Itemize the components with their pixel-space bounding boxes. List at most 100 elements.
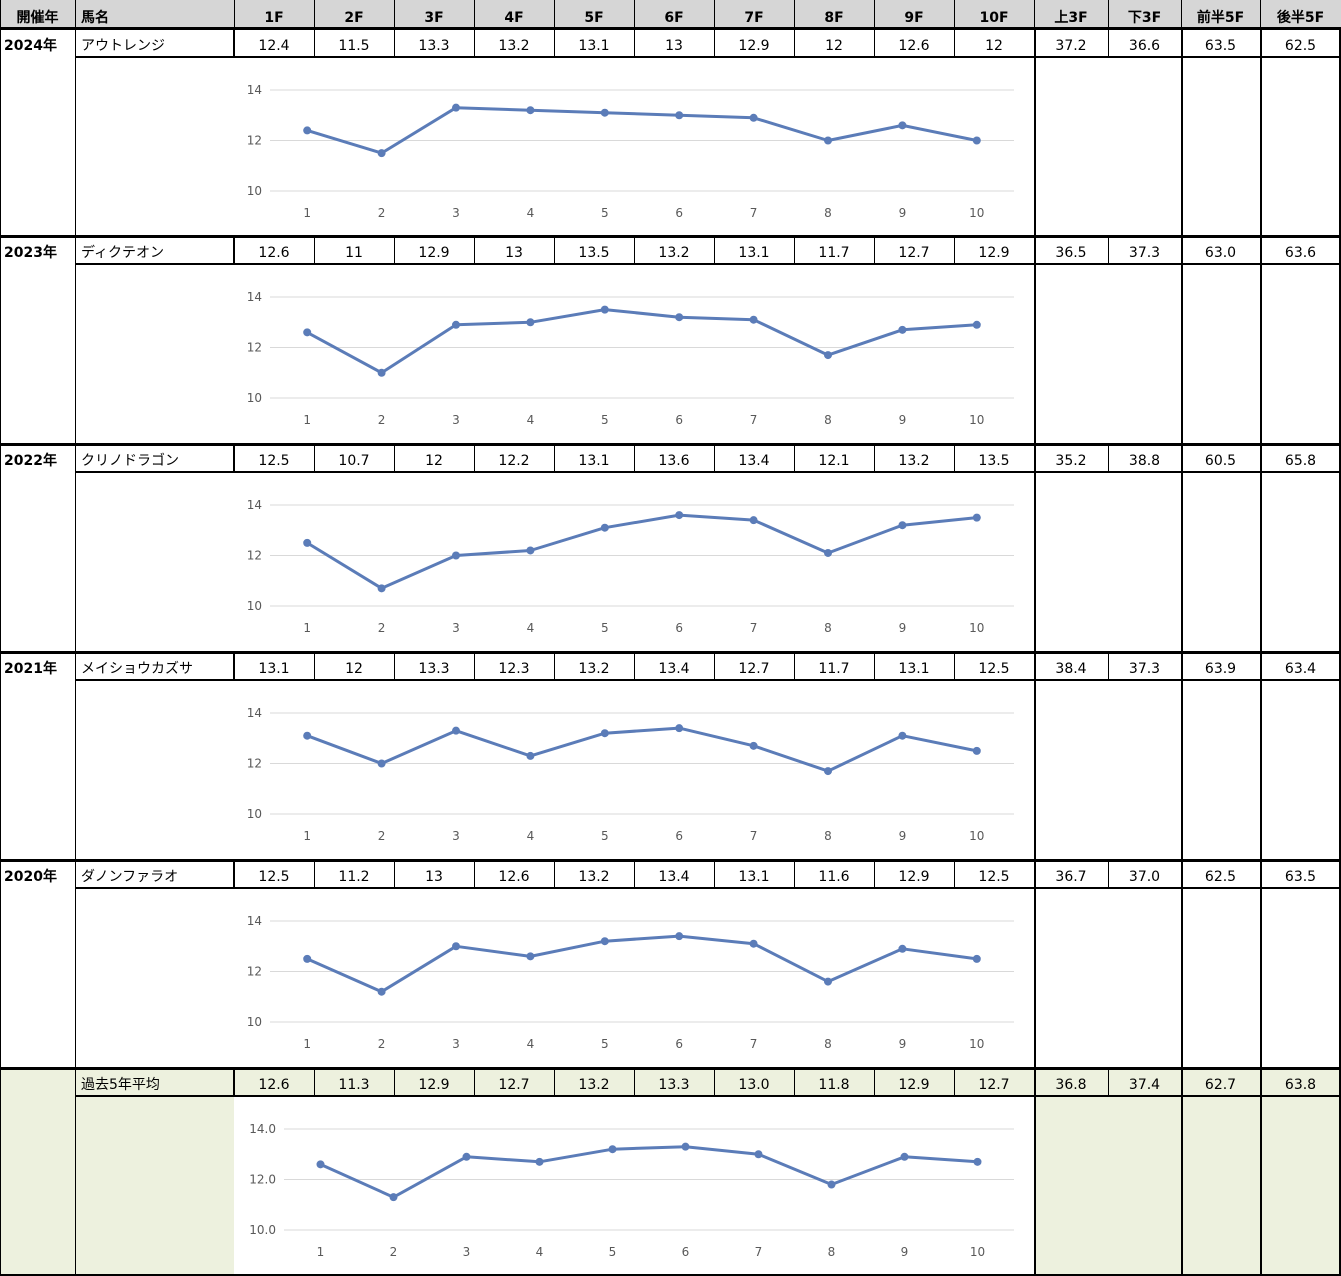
col-separator bbox=[1108, 861, 1109, 888]
horse-name: 過去5年平均 bbox=[81, 1077, 160, 1093]
col-separator bbox=[1260, 29, 1262, 235]
block-top-border bbox=[0, 443, 1341, 446]
col-separator bbox=[874, 29, 875, 57]
lap-time-cell: 12.9 bbox=[418, 1077, 450, 1093]
lap-row-bottom-border bbox=[75, 1095, 1341, 1097]
x-tick-label: 1 bbox=[317, 1245, 325, 1259]
lap-row-bottom-border bbox=[75, 263, 1341, 265]
x-tick-label: 6 bbox=[675, 829, 683, 843]
lap-time-cell: 11 bbox=[345, 245, 363, 261]
lap-time-cell: 12.9 bbox=[898, 869, 930, 885]
col-separator bbox=[1339, 29, 1341, 235]
data-point bbox=[526, 751, 535, 760]
data-point bbox=[898, 944, 907, 953]
lap-time-cell: 12.4 bbox=[258, 38, 290, 54]
header-furlong: 10F bbox=[954, 0, 1034, 29]
lap-time-cell: 13.4 bbox=[738, 453, 770, 469]
x-tick-label: 3 bbox=[463, 1245, 471, 1259]
x-tick-label: 10 bbox=[969, 413, 984, 427]
header-col-separator bbox=[874, 0, 875, 29]
col-separator bbox=[1339, 237, 1341, 443]
col-separator bbox=[1260, 445, 1262, 651]
col-separator bbox=[1181, 653, 1183, 859]
data-point bbox=[824, 977, 832, 986]
x-tick-label: 7 bbox=[750, 206, 758, 220]
x-tick-label: 5 bbox=[601, 206, 609, 220]
lap-time-cell: 11.5 bbox=[338, 38, 370, 54]
col-separator bbox=[1339, 653, 1341, 859]
lap-time-cell: 12 bbox=[425, 453, 443, 469]
x-tick-label: 3 bbox=[452, 621, 460, 635]
y-tick-label: 14 bbox=[247, 290, 262, 304]
x-tick-label: 1 bbox=[303, 1037, 311, 1051]
lap-time-cell: 12.9 bbox=[978, 245, 1010, 261]
col-separator bbox=[874, 861, 875, 888]
col-separator bbox=[634, 29, 635, 57]
data-point bbox=[462, 1152, 471, 1161]
y-tick-label: 12 bbox=[247, 134, 262, 148]
data-point bbox=[608, 1145, 617, 1154]
row-year: 2020年 bbox=[4, 869, 57, 885]
lap-time-cell: 11.2 bbox=[338, 869, 370, 885]
data-point bbox=[377, 368, 386, 377]
x-tick-label: 2 bbox=[378, 206, 386, 220]
lap-time-cell: 13.0 bbox=[738, 1077, 770, 1093]
data-point bbox=[824, 548, 832, 557]
col-separator bbox=[954, 445, 955, 472]
y-tick-label: 12 bbox=[247, 549, 262, 563]
lap-time-cell: 12.7 bbox=[978, 1077, 1010, 1093]
data-point bbox=[749, 939, 758, 948]
x-tick-label: 9 bbox=[901, 1245, 909, 1259]
series-line bbox=[306, 726, 978, 773]
col-separator bbox=[1181, 1069, 1183, 1276]
y-tick-label: 12 bbox=[247, 757, 262, 771]
data-point bbox=[600, 729, 609, 738]
col-separator bbox=[233, 861, 235, 888]
data-point bbox=[303, 731, 312, 740]
data-point bbox=[824, 767, 832, 776]
col-separator bbox=[794, 445, 795, 472]
block-top-border bbox=[0, 651, 1341, 654]
data-point bbox=[972, 320, 981, 329]
data-point bbox=[675, 511, 684, 520]
horse-name: ディクテオン bbox=[81, 245, 165, 261]
header-furlong: 5F bbox=[554, 0, 634, 29]
header-furlong: 7F bbox=[714, 0, 794, 29]
x-tick-label: 7 bbox=[750, 413, 758, 427]
aggregate-cell: 38.8 bbox=[1128, 453, 1161, 469]
data-point bbox=[900, 1152, 909, 1161]
header-aggregate: 後半5F bbox=[1260, 0, 1341, 29]
x-tick-label: 9 bbox=[899, 829, 907, 843]
aggregate-cell: 63.4 bbox=[1284, 661, 1317, 677]
x-tick-label: 8 bbox=[824, 621, 832, 635]
header-furlong: 4F bbox=[474, 0, 554, 29]
block-top-border bbox=[0, 1067, 1341, 1070]
x-tick-label: 2 bbox=[378, 1037, 386, 1051]
x-tick-label: 6 bbox=[675, 1037, 683, 1051]
header-bottom-border bbox=[0, 27, 1341, 30]
col-separator bbox=[314, 1069, 315, 1096]
col-separator bbox=[874, 445, 875, 472]
col-separator bbox=[394, 29, 395, 57]
header-col-separator bbox=[394, 0, 395, 29]
col-separator bbox=[714, 1069, 715, 1096]
x-tick-label: 5 bbox=[601, 1037, 609, 1051]
x-tick-label: 2 bbox=[390, 1245, 398, 1259]
header-furlong: 9F bbox=[874, 0, 954, 29]
data-point bbox=[749, 113, 758, 122]
y-tick-label: 14 bbox=[247, 706, 262, 720]
x-tick-label: 2 bbox=[378, 829, 386, 843]
aggregate-cell: 63.0 bbox=[1204, 245, 1237, 261]
header-col-separator bbox=[1034, 0, 1035, 29]
x-tick-label: 2 bbox=[378, 621, 386, 635]
lap-time-cell: 13.4 bbox=[658, 869, 690, 885]
y-tick-label: 12.0 bbox=[249, 1173, 276, 1187]
data-point bbox=[526, 546, 535, 555]
data-point bbox=[749, 741, 758, 750]
aggregate-cell: 38.4 bbox=[1055, 661, 1087, 677]
lap-time-cell: 12.7 bbox=[498, 1077, 530, 1093]
x-tick-label: 10 bbox=[969, 829, 984, 843]
data-point bbox=[535, 1157, 544, 1166]
data-point bbox=[303, 126, 312, 135]
